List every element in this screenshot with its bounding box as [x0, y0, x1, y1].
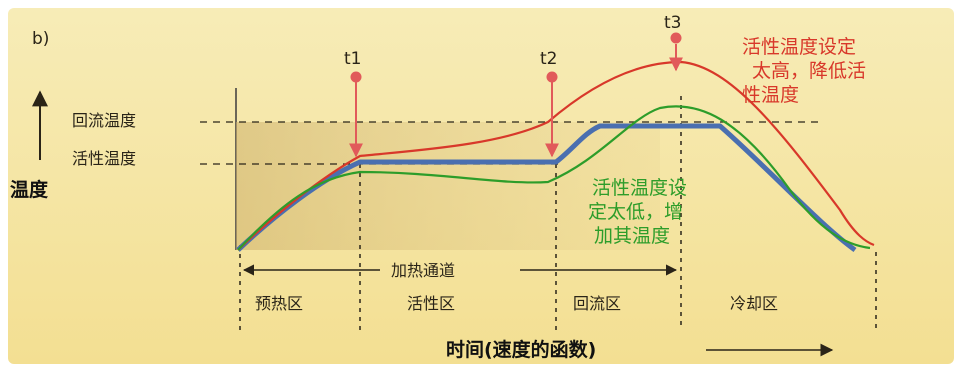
too-low-profile-curve: [237, 105, 871, 251]
reflow-temperature-label: 回流温度: [72, 111, 136, 130]
too-low-line-2: 定太低，增: [588, 201, 683, 223]
too-high-annotation: 活性温度设定 太高，降低活 性温度: [742, 36, 866, 106]
marker-t2: t2: [540, 49, 559, 158]
marker-t1-dot: [350, 71, 362, 83]
preheat-zone-label: 预热区: [255, 294, 303, 313]
heating-channel-span: 加热通道: [242, 261, 678, 280]
reflow-zone-label: 回流区: [573, 294, 621, 313]
too-low-line-3: 加其温度: [594, 225, 670, 247]
panel-label: b): [32, 29, 49, 49]
marker-t2-dot: [546, 71, 558, 83]
y-axis-title: 温度: [10, 178, 49, 201]
marker-t3: t3: [664, 13, 683, 72]
marker-t3-dot: [670, 32, 682, 44]
heating-channel-label: 加热通道: [391, 261, 455, 280]
x-axis-title: 时间(速度的函数): [446, 338, 596, 361]
marker-t1: t1: [344, 49, 363, 158]
active-temperature-label: 活性温度: [72, 149, 136, 168]
active-zone-label: 活性区: [407, 294, 455, 313]
marker-t1-label: t1: [344, 49, 361, 69]
marker-t2-label: t2: [540, 49, 557, 69]
too-high-profile-curve: [237, 60, 875, 251]
marker-t3-label: t3: [664, 13, 681, 33]
cooling-zone-label: 冷却区: [730, 294, 778, 313]
too-high-line-3: 性温度: [742, 84, 799, 106]
too-high-line-2: 太高，降低活: [752, 60, 866, 82]
too-low-annotation: 活性温度设 定太低，增 加其温度: [588, 177, 687, 247]
too-low-line-1: 活性温度设: [592, 177, 687, 199]
too-high-line-1: 活性温度设定: [742, 36, 856, 58]
